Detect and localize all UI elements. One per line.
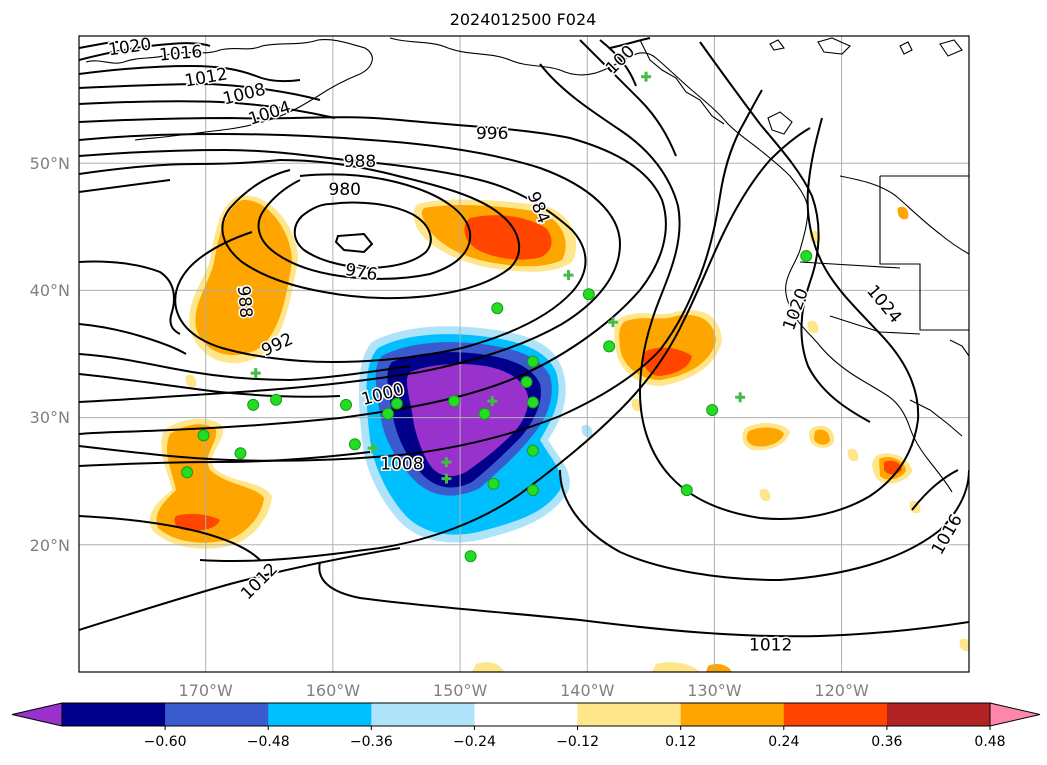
station-circle-5 <box>520 375 533 388</box>
latitude-labels: 50°N 40°N 30°N 20°N <box>30 154 70 555</box>
lat-label-20n: 20°N <box>30 536 70 555</box>
lon-label-120w: 120°W <box>814 681 869 700</box>
station-circle-7 <box>448 395 461 408</box>
isobar-label-15: 1012 <box>749 635 792 655</box>
colorbar-tick-label-8: 0.48 <box>974 734 1005 750</box>
station-circle-23 <box>680 484 693 497</box>
colorbar-segment-3 <box>371 703 475 726</box>
station-cross-8 <box>641 71 652 82</box>
station-circle-1 <box>582 288 595 301</box>
colorbar-segment-2 <box>268 703 372 726</box>
colorbar-frame <box>61 702 991 727</box>
colorbar-tick-label-0: −0.60 <box>144 734 187 750</box>
station-cross-1 <box>608 317 618 328</box>
colorbar-tick-label-4: −0.12 <box>556 734 599 750</box>
station-circle-22 <box>706 403 719 416</box>
lon-label-170w: 170°W <box>179 681 234 700</box>
colorbar-tick-label-7: 0.36 <box>871 734 902 750</box>
chart-title: 2024012500 F024 <box>450 10 597 29</box>
pressure-isobars <box>79 37 969 638</box>
station-cross-2 <box>487 396 498 407</box>
isobar-label-5: 996 <box>476 124 508 144</box>
station-cross-0 <box>563 270 574 281</box>
colorbar-tick-label-3: −0.24 <box>453 734 496 750</box>
colorbar-tick-label-1: −0.48 <box>247 734 290 750</box>
colorbar-segment-1 <box>165 703 269 726</box>
station-circle-13 <box>526 444 539 457</box>
isobar-label-13: 1008 <box>380 455 423 475</box>
station-cross-4 <box>441 473 452 484</box>
station-circle-17 <box>247 398 260 411</box>
coastlines <box>85 37 969 493</box>
colorbar-tick-label-5: 0.12 <box>665 734 696 750</box>
lon-label-130w: 130°W <box>687 681 742 700</box>
colorbar-segment-4 <box>474 703 579 726</box>
lon-label-140w: 140°W <box>560 681 615 700</box>
lon-label-150w: 150°W <box>433 681 488 700</box>
colorbar-extend-low <box>11 702 63 727</box>
station-circle-2 <box>800 250 813 263</box>
station-circle-3 <box>603 340 616 353</box>
map-frame <box>78 35 970 673</box>
isobar-label-7: 980 <box>329 180 361 200</box>
station-circle-6 <box>526 396 539 409</box>
colorbar-segment-6 <box>680 703 785 726</box>
lat-label-50n: 50°N <box>30 154 70 173</box>
lat-label-30n: 30°N <box>30 408 70 427</box>
station-circle-16 <box>464 550 477 563</box>
station-circle-12 <box>348 438 361 451</box>
station-cross-3 <box>441 457 452 468</box>
isobar-label-1: 1016 <box>158 42 203 66</box>
station-cross-7 <box>735 392 746 403</box>
colorbar: −0.60 −0.48 −0.36 −0.24 −0.12 0.12 0.24 0.36 0.4… <box>11 702 1041 750</box>
station-circle-19 <box>197 429 210 442</box>
station-circle-10 <box>381 407 394 420</box>
station-circle-18 <box>270 393 283 406</box>
station-circle-11 <box>340 398 352 411</box>
lon-label-160w: 160°W <box>306 681 361 700</box>
colorbar-extend-high <box>989 702 1041 727</box>
colorbar-tick-label-2: −0.36 <box>350 734 393 750</box>
station-circle-21 <box>181 466 194 479</box>
station-markers <box>181 71 813 563</box>
station-cross-5 <box>367 443 378 454</box>
colorbar-segment-5 <box>577 703 682 726</box>
longitude-labels: 170°W 160°W 150°W 140°W 130°W 120°W <box>179 681 869 700</box>
station-circle-20 <box>234 447 247 460</box>
isobar-label-10: 988 <box>233 285 256 319</box>
station-circle-0 <box>491 302 504 315</box>
station-circle-4 <box>526 355 539 368</box>
colorbar-tick-label-6: 0.24 <box>768 734 799 750</box>
isobar-label-6: 988 <box>344 152 376 172</box>
station-circle-9 <box>390 397 403 410</box>
colorbar-segment-0 <box>62 703 166 726</box>
station-circle-14 <box>526 484 539 497</box>
station-circle-15 <box>487 477 500 490</box>
station-circle-8 <box>478 407 491 420</box>
station-cross-6 <box>250 368 261 379</box>
colorbar-segment-8 <box>886 703 991 726</box>
colorbar-segment-7 <box>783 703 888 726</box>
lat-label-40n: 40°N <box>30 281 70 300</box>
